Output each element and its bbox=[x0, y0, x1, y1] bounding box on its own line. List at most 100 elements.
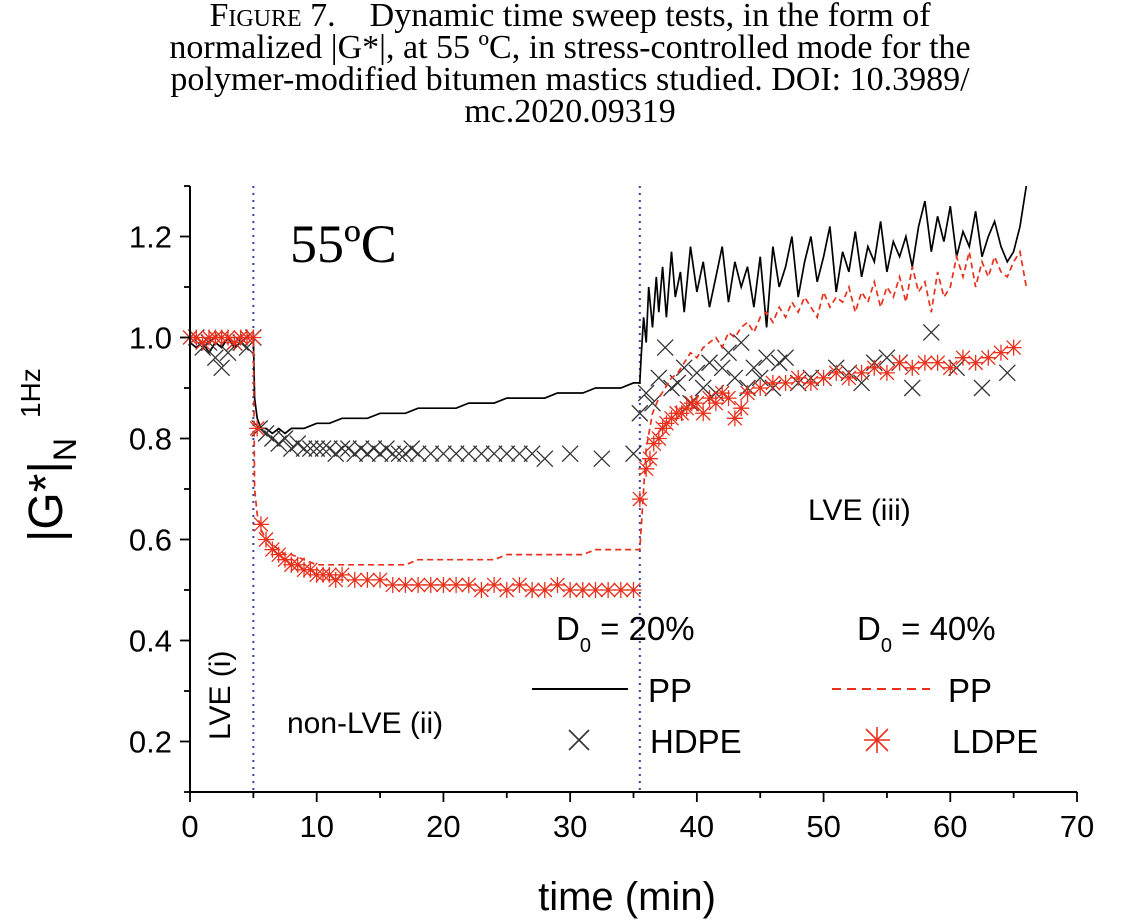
region-label-lve-i: LVE (i) bbox=[204, 651, 237, 740]
ldpe-point bbox=[650, 430, 667, 447]
hdpe-point bbox=[675, 359, 693, 377]
caption-text-1: Dynamic time sweep tests, in the form of bbox=[369, 0, 931, 34]
x-axis-title: time (min) bbox=[538, 875, 716, 919]
hdpe-point bbox=[644, 394, 661, 412]
ldpe-point bbox=[967, 354, 984, 371]
y-axis-title-main: |G*|N bbox=[20, 438, 83, 542]
caption-line-3: polymer-modified bitumen mastics studied… bbox=[170, 61, 970, 98]
hdpe-point bbox=[758, 349, 776, 367]
hdpe-point bbox=[973, 379, 991, 397]
hdpe-point bbox=[713, 359, 731, 377]
ldpe-point bbox=[346, 571, 363, 588]
y-axis-title: |G*|N 1Hz bbox=[15, 368, 83, 542]
x-tick-label: 20 bbox=[426, 809, 460, 844]
y-tick-label: 1.2 bbox=[129, 220, 172, 255]
hdpe-point bbox=[213, 359, 231, 377]
x-tick-label: 30 bbox=[553, 809, 587, 844]
caption-line-2: normalized |G*|, at 55 ºC, in stress-con… bbox=[169, 29, 971, 66]
ldpe-point bbox=[397, 576, 414, 593]
hdpe-point bbox=[745, 359, 763, 377]
ldpe-point bbox=[486, 576, 503, 593]
hdpe-point bbox=[593, 450, 611, 468]
ldpe-point bbox=[733, 400, 750, 417]
ldpe-point bbox=[688, 395, 705, 412]
ldpe-point bbox=[891, 354, 908, 371]
ldpe-point bbox=[726, 410, 743, 427]
legend-pp-20-label: PP bbox=[648, 672, 692, 709]
hdpe-point bbox=[295, 440, 313, 458]
hdpe-point bbox=[650, 369, 668, 387]
hdpe-point bbox=[523, 445, 541, 463]
series-asterisk-red-ldpe bbox=[182, 329, 1022, 598]
legend-group2-title: D0 = 40% bbox=[857, 610, 996, 657]
hdpe-point bbox=[314, 440, 332, 458]
ldpe-point bbox=[720, 390, 737, 407]
x-tick-label: 0 bbox=[181, 809, 198, 844]
ldpe-point bbox=[249, 420, 266, 437]
hdpe-point bbox=[460, 445, 478, 463]
series-dashed-red-pp bbox=[190, 249, 1028, 566]
ldpe-point bbox=[435, 576, 452, 593]
hdpe-point bbox=[219, 344, 237, 362]
ldpe-point bbox=[549, 576, 566, 593]
axes-layer: 0 10 20 30 40 50 60 70 0.2 0.4 0.6 0.8 1.0 1.2 bbox=[129, 185, 1094, 844]
hdpe-point bbox=[701, 354, 718, 372]
ldpe-point bbox=[777, 374, 794, 391]
hdpe-point bbox=[472, 445, 490, 463]
hdpe-point bbox=[536, 450, 554, 468]
hdpe-point bbox=[422, 445, 440, 463]
ldpe-point bbox=[600, 582, 617, 598]
ldpe-point bbox=[828, 364, 845, 381]
hdpe-point bbox=[631, 404, 649, 422]
y-tick-label: 0.2 bbox=[129, 725, 172, 760]
hdpe-point bbox=[777, 349, 795, 367]
ldpe-point bbox=[954, 349, 971, 366]
y-tick-label: 0.4 bbox=[129, 624, 172, 659]
hdpe-point bbox=[903, 379, 921, 397]
hdpe-point bbox=[384, 445, 402, 463]
temperature-label: 55ºC bbox=[290, 214, 397, 274]
hdpe-point bbox=[333, 440, 351, 458]
legend-hdpe-swatch bbox=[568, 729, 590, 751]
ldpe-point bbox=[511, 576, 528, 593]
figure-caption: Figure 7. Dynamic time sweep tests, in t… bbox=[20, 0, 1120, 129]
ldpe-point bbox=[252, 516, 269, 533]
series-line-2 bbox=[190, 249, 1028, 566]
y-tick-label: 0.6 bbox=[129, 523, 172, 558]
ldpe-point bbox=[878, 364, 895, 381]
hdpe-point bbox=[922, 323, 940, 341]
ldpe-point bbox=[739, 385, 756, 402]
hdpe-point bbox=[637, 384, 655, 402]
ldpe-point bbox=[536, 582, 553, 598]
ldpe-point bbox=[752, 380, 769, 396]
ldpe-point bbox=[802, 374, 819, 391]
hdpe-point bbox=[998, 364, 1016, 382]
hdpe-point bbox=[625, 445, 642, 463]
legend-group1-title: D0 = 20% bbox=[556, 610, 695, 657]
ldpe-point bbox=[334, 566, 351, 583]
hdpe-point bbox=[206, 349, 224, 367]
region-label-lve-iii: LVE (iii) bbox=[808, 494, 911, 527]
x-tick-label: 40 bbox=[680, 809, 714, 844]
ldpe-point bbox=[245, 329, 262, 346]
ldpe-point bbox=[942, 359, 959, 376]
ldpe-point bbox=[641, 450, 658, 467]
hdpe-point bbox=[390, 445, 408, 463]
hdpe-point bbox=[656, 339, 674, 357]
ldpe-point bbox=[372, 571, 389, 588]
ldpe-point bbox=[460, 576, 477, 593]
ldpe-point bbox=[764, 374, 781, 391]
hdpe-point bbox=[276, 430, 294, 447]
ldpe-point bbox=[625, 582, 642, 598]
ldpe-point bbox=[866, 359, 883, 376]
region-label-non-lve-ii: non-LVE (ii) bbox=[287, 707, 443, 740]
figure-label: Figure 7. bbox=[209, 0, 336, 34]
hdpe-point bbox=[561, 445, 579, 463]
x-tick-label: 70 bbox=[1060, 809, 1094, 844]
hdpe-point bbox=[434, 445, 452, 463]
ldpe-point bbox=[473, 582, 490, 598]
y-tick-label: 0.8 bbox=[129, 422, 172, 457]
ldpe-point bbox=[992, 344, 1009, 361]
hdpe-point bbox=[510, 445, 528, 463]
